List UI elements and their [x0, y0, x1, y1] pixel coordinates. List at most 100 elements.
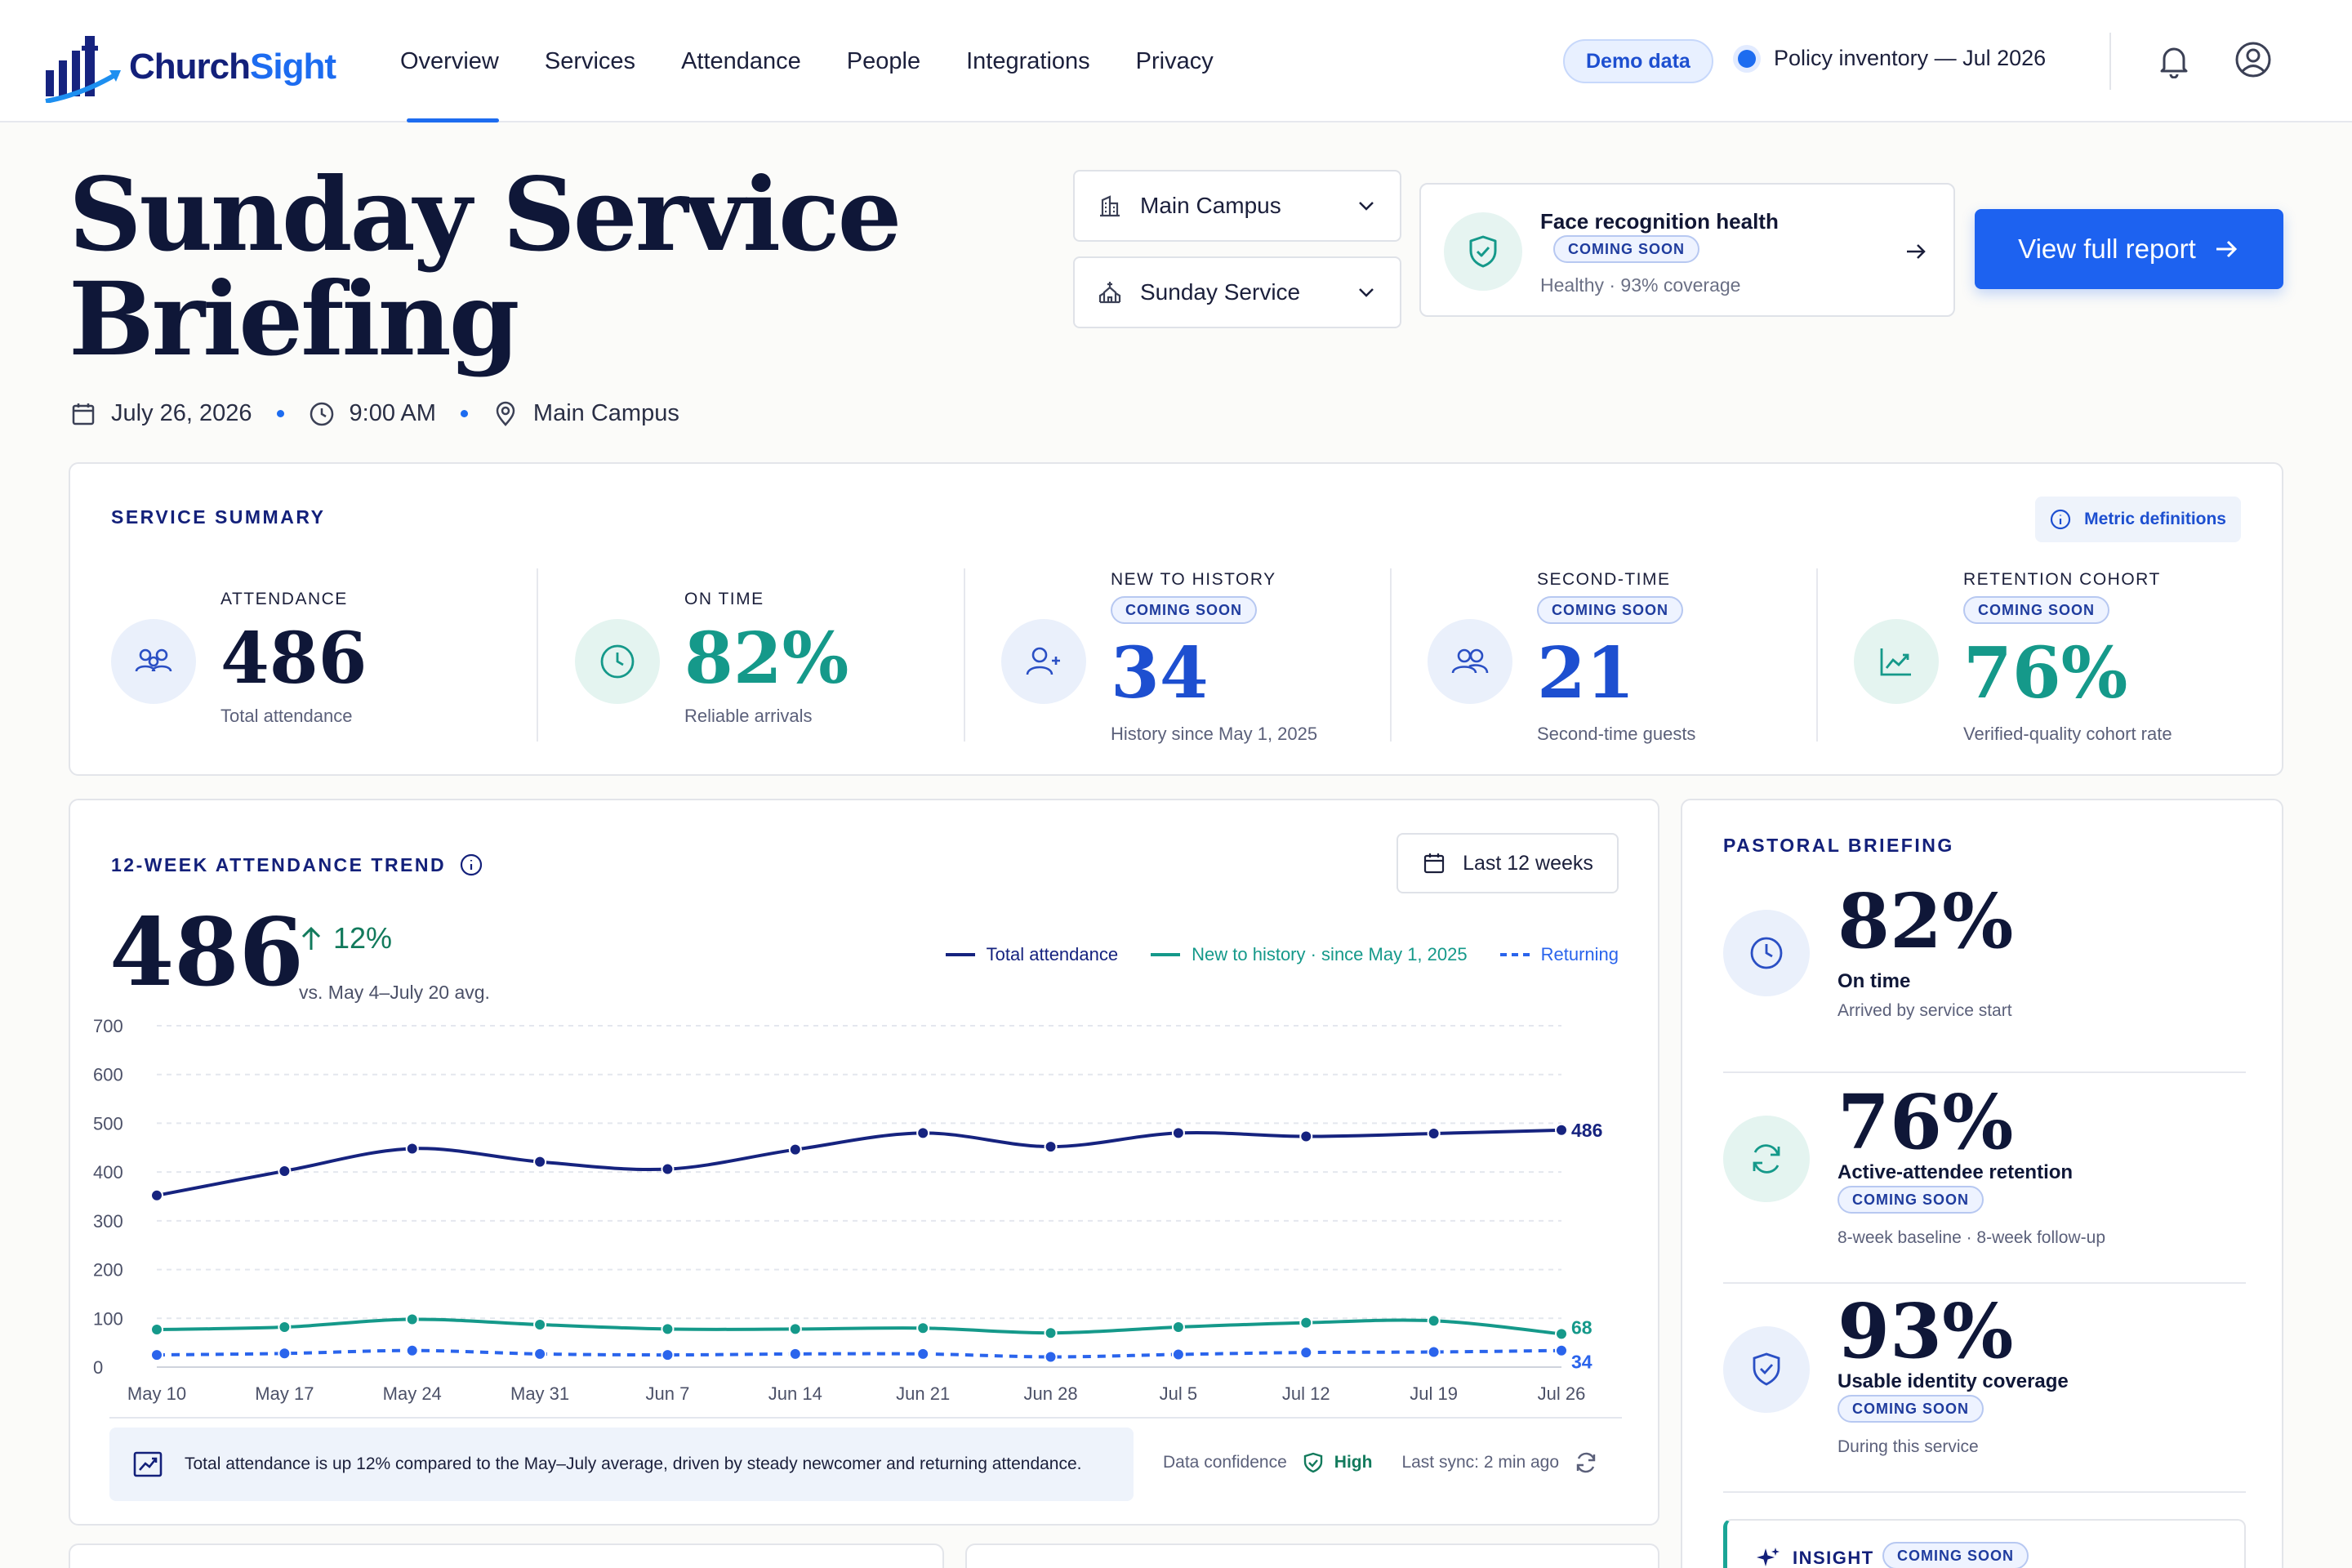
policy-inventory-status[interactable]: Policy inventory — Jul 2026 [1738, 46, 2046, 71]
x-tick-label: Jun 21 [896, 1383, 950, 1404]
legend-label: Returning [1540, 944, 1619, 964]
clock-icon-wrap [1723, 910, 1810, 996]
clock-icon [310, 402, 333, 425]
trend-title: 12-WEEK ATTENDANCE TREND [111, 853, 483, 877]
kpi-attendance: ATTENDANCE 486 Total attendance [111, 570, 503, 742]
kpi-label: NEW TO HISTORY [1111, 570, 1276, 589]
y-tick-label: 500 [93, 1113, 123, 1134]
coming-soon-badge: COMING SOON [1882, 1542, 2029, 1568]
policy-inventory-label: Policy inventory — Jul 2026 [1774, 46, 2047, 70]
pastoral-item-identity-coverage: 93% Usable identity coverage COMING SOON… [1723, 1292, 2246, 1480]
data-confidence-badge: High [1302, 1451, 1373, 1474]
calendar-icon [72, 403, 95, 425]
kpi-label: ATTENDANCE [220, 590, 348, 608]
data-point [278, 1164, 292, 1178]
data-point [788, 1347, 802, 1361]
data-point [916, 1347, 930, 1361]
kpi-sub: Second-time guests [1537, 724, 1696, 744]
demo-data-badge[interactable]: Demo data [1563, 39, 1713, 83]
data-point [1427, 1126, 1441, 1140]
kpi-sub: Total attendance [220, 706, 353, 726]
trend-chart-icon [133, 1451, 163, 1477]
bottom-card-left [69, 1544, 944, 1568]
trend-comparison: vs. May 4–July 20 avg. [299, 982, 490, 1003]
nav-attendance[interactable]: Attendance [681, 47, 801, 74]
nav-integrations[interactable]: Integrations [966, 47, 1090, 74]
trend-delta-value: 12% [333, 921, 393, 955]
legend-swatch [1151, 953, 1181, 956]
building-icon [1100, 195, 1120, 217]
service-summary-title: SERVICE SUMMARY [111, 506, 326, 528]
end-value-label: 68 [1571, 1316, 1592, 1338]
nav-services[interactable]: Services [544, 47, 636, 74]
kpi-new-to-history: NEW TO HISTORY COMING SOON 34 History si… [1001, 570, 1393, 744]
status-dot [1738, 49, 1756, 68]
bottom-card-right [965, 1544, 1659, 1568]
people-icon-wrap [1428, 619, 1512, 704]
refresh-icon[interactable] [1574, 1450, 1598, 1475]
kpi-sub: Reliable arrivals [684, 706, 813, 726]
trend-chart-icon [1880, 648, 1911, 676]
nav-overview[interactable]: Overview [400, 0, 499, 122]
kpi-label: RETENTION COHORT [1963, 570, 2161, 589]
pastoral-value: 82% [1838, 877, 2014, 965]
church-icon [1098, 282, 1121, 304]
data-point [405, 1312, 419, 1326]
data-point [916, 1321, 930, 1335]
view-full-report-button[interactable]: View full report [1975, 209, 2283, 289]
metric-definitions-button[interactable]: Metric definitions [2035, 497, 2241, 542]
pastoral-name: On time [1838, 970, 1911, 992]
bell-icon[interactable] [2158, 44, 2190, 78]
data-point [1555, 1343, 1568, 1357]
trend-note-text: Total attendance is up 12% compared to t… [185, 1454, 1082, 1473]
service-select[interactable]: Sunday Service [1073, 256, 1401, 328]
info-icon[interactable] [459, 853, 483, 877]
data-point [1555, 1123, 1568, 1137]
face-recognition-health-card[interactable]: Face recognition health COMING SOON Heal… [1419, 183, 1955, 317]
data-point [1044, 1326, 1058, 1340]
legend-item-returning[interactable]: Returning [1499, 944, 1619, 965]
nav-divider [2109, 33, 2111, 90]
nav-privacy[interactable]: Privacy [1135, 47, 1214, 74]
chevron-down-icon [1359, 202, 1374, 211]
metric-definitions-label: Metric definitions [2084, 510, 2226, 528]
legend-swatch [945, 953, 975, 956]
data-point [1555, 1327, 1568, 1341]
y-tick-label: 400 [93, 1162, 123, 1183]
add-person-icon [1026, 647, 1060, 675]
nav-people[interactable]: People [846, 47, 921, 74]
insight-label-text: INSIGHT [1793, 1548, 1874, 1568]
arrow-up-icon [301, 926, 321, 950]
face-card-title: Face recognition health [1540, 209, 1779, 234]
legend-item-total[interactable]: Total attendance [945, 944, 1118, 965]
trend-icon-wrap [1854, 619, 1939, 704]
series-line [156, 1317, 1562, 1336]
view-full-report-label: View full report [2018, 234, 2196, 264]
trend-footer: Data confidence High Last sync: 2 min ag… [1163, 1450, 1598, 1475]
x-tick-label: Jun 28 [1024, 1383, 1078, 1404]
user-avatar-icon[interactable] [2234, 41, 2272, 78]
data-point [533, 1155, 547, 1169]
coming-soon-badge: COMING SOON [1963, 596, 2110, 624]
data-point [278, 1321, 292, 1334]
data-confidence-label: Data confidence [1163, 1453, 1287, 1472]
data-confidence-value: High [1334, 1453, 1373, 1472]
x-tick-label: Jul 19 [1410, 1383, 1458, 1404]
date-range-button[interactable]: Last 12 weeks [1396, 833, 1619, 893]
clock-icon [600, 644, 635, 679]
pastoral-divider [1723, 1282, 2246, 1284]
data-point [916, 1126, 930, 1140]
attendance-trend-card: 0 100 200 300 400 500 600 700 May 10 May 17 May 24… [69, 799, 1659, 1526]
campus-select[interactable]: Main Campus [1073, 170, 1401, 242]
kpi-value: 76% [1963, 632, 2128, 715]
pastoral-sub: 8-week baseline · 8-week follow-up [1838, 1228, 2105, 1247]
legend-item-new[interactable]: New to history · since May 1, 2025 [1151, 944, 1468, 965]
churchsight-logo[interactable]: ChurchSight [41, 31, 336, 103]
coming-soon-badge: COMING SOON [1553, 235, 1700, 263]
meta-separator [460, 410, 468, 417]
insight-card[interactable]: INSIGHT COMING SOON [1723, 1519, 2246, 1568]
add-person-icon-wrap [1001, 619, 1086, 704]
data-point [1171, 1321, 1185, 1334]
trend-title-label: 12-WEEK ATTENDANCE TREND [111, 853, 447, 875]
pastoral-briefing-title: PASTORAL BRIEFING [1723, 835, 1954, 856]
